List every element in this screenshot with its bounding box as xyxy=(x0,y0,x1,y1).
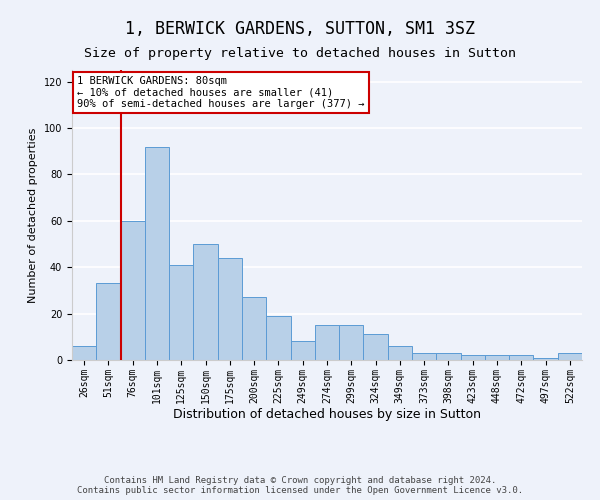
Bar xyxy=(193,244,218,360)
Bar xyxy=(461,356,485,360)
Bar xyxy=(218,258,242,360)
Bar xyxy=(412,353,436,360)
X-axis label: Distribution of detached houses by size in Sutton: Distribution of detached houses by size … xyxy=(173,408,481,422)
Bar xyxy=(266,316,290,360)
Bar xyxy=(339,325,364,360)
Bar xyxy=(388,346,412,360)
Bar xyxy=(121,221,145,360)
Text: 1, BERWICK GARDENS, SUTTON, SM1 3SZ: 1, BERWICK GARDENS, SUTTON, SM1 3SZ xyxy=(125,20,475,38)
Bar xyxy=(315,325,339,360)
Bar xyxy=(72,346,96,360)
Text: Contains HM Land Registry data © Crown copyright and database right 2024.
Contai: Contains HM Land Registry data © Crown c… xyxy=(77,476,523,495)
Bar xyxy=(169,265,193,360)
Text: Size of property relative to detached houses in Sutton: Size of property relative to detached ho… xyxy=(84,48,516,60)
Bar xyxy=(533,358,558,360)
Bar xyxy=(242,298,266,360)
Bar xyxy=(509,356,533,360)
Bar xyxy=(558,353,582,360)
Text: 1 BERWICK GARDENS: 80sqm
← 10% of detached houses are smaller (41)
90% of semi-d: 1 BERWICK GARDENS: 80sqm ← 10% of detach… xyxy=(77,76,365,109)
Bar xyxy=(96,284,121,360)
Y-axis label: Number of detached properties: Number of detached properties xyxy=(28,128,38,302)
Bar xyxy=(485,356,509,360)
Bar xyxy=(364,334,388,360)
Bar xyxy=(290,342,315,360)
Bar xyxy=(145,146,169,360)
Bar xyxy=(436,353,461,360)
